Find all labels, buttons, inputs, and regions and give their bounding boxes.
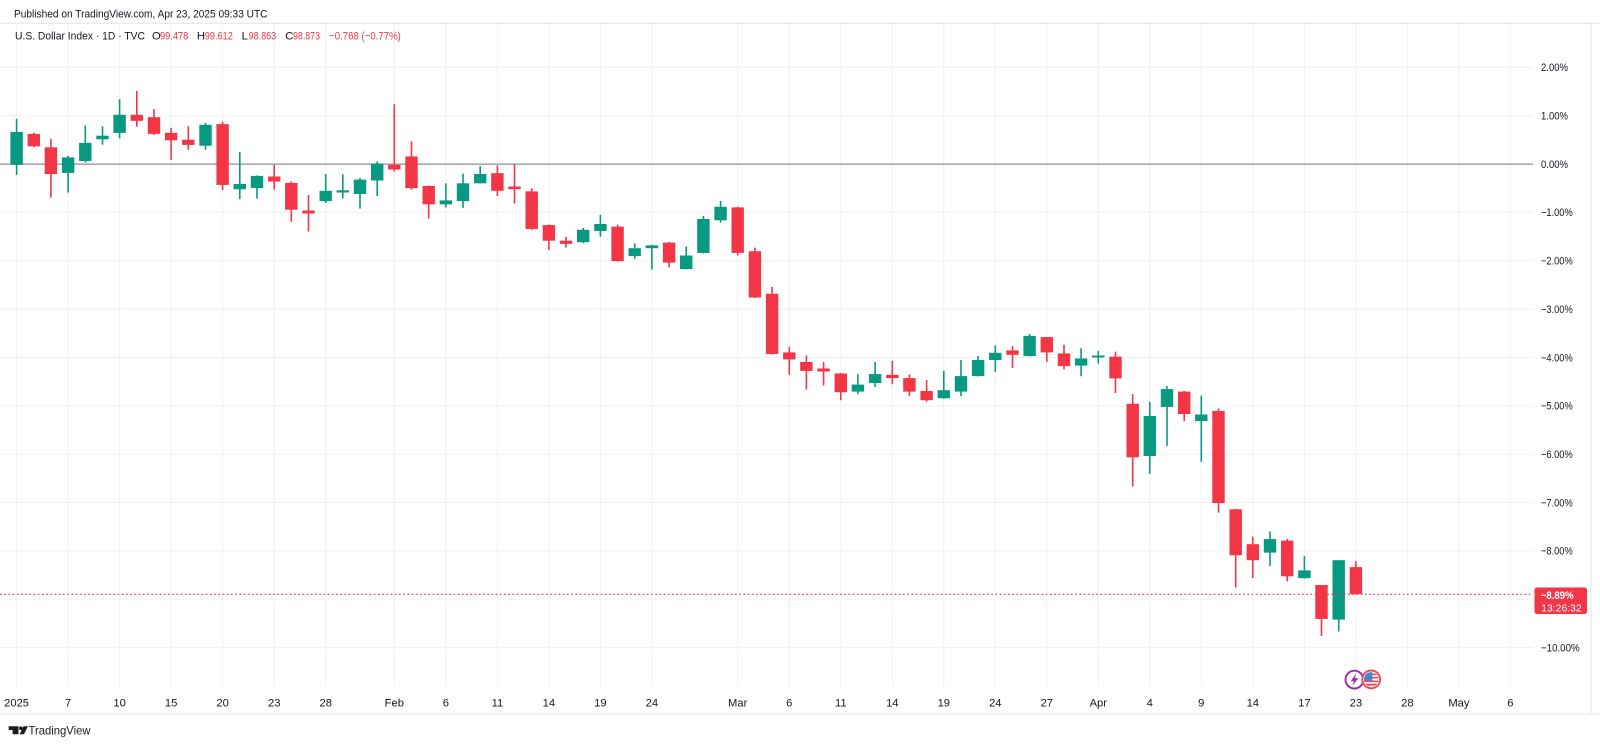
svg-text:19: 19	[594, 698, 606, 710]
svg-text:Feb: Feb	[385, 698, 404, 710]
svg-text:15: 15	[165, 698, 177, 710]
svg-text:−7.00%: −7.00%	[1541, 497, 1573, 509]
svg-text:−2.00%: −2.00%	[1541, 256, 1573, 268]
svg-text:−1.00%: −1.00%	[1541, 207, 1573, 219]
svg-text:−4.00%: −4.00%	[1541, 352, 1573, 364]
svg-text:28: 28	[1401, 698, 1413, 710]
svg-text:17: 17	[1298, 698, 1310, 710]
svg-text:98.863: 98.863	[249, 31, 277, 43]
svg-text:6: 6	[443, 698, 449, 710]
svg-text:14: 14	[1247, 698, 1259, 710]
svg-text:27: 27	[1041, 698, 1053, 710]
svg-text:L: L	[242, 31, 248, 43]
svg-text:−5.00%: −5.00%	[1541, 401, 1573, 413]
svg-text:28: 28	[319, 698, 331, 710]
svg-text:7: 7	[65, 698, 71, 710]
svg-text:−10.00%: −10.00%	[1541, 642, 1580, 654]
svg-text:11: 11	[492, 698, 504, 710]
svg-text:Published on TradingView.com,: Published on TradingView.com, Apr 23, 20…	[14, 8, 268, 20]
svg-text:C: C	[285, 31, 293, 43]
svg-text:0.00%: 0.00%	[1541, 159, 1568, 171]
svg-text:98.873: 98.873	[293, 31, 320, 43]
svg-text:−3.00%: −3.00%	[1541, 304, 1573, 316]
svg-text:19: 19	[938, 698, 950, 710]
svg-text:23: 23	[1350, 698, 1362, 710]
svg-text:11: 11	[835, 698, 847, 710]
svg-text:14: 14	[543, 698, 555, 710]
svg-text:99.612: 99.612	[205, 31, 233, 43]
svg-text:H: H	[197, 31, 205, 43]
svg-text:99.478: 99.478	[160, 31, 188, 43]
svg-text:−8.00%: −8.00%	[1541, 546, 1573, 558]
svg-text:U.S. Dollar Index · 1D · TVC: U.S. Dollar Index · 1D · TVC	[15, 31, 145, 43]
svg-text:9: 9	[1198, 698, 1204, 710]
svg-text:13:26:32: 13:26:32	[1541, 603, 1582, 614]
svg-text:−0.768 (−0.77%): −0.768 (−0.77%)	[329, 31, 401, 43]
svg-text:6: 6	[1507, 698, 1513, 710]
svg-text:4: 4	[1147, 698, 1153, 710]
svg-text:O: O	[152, 31, 161, 43]
svg-text:24: 24	[989, 698, 1001, 710]
svg-text:Apr: Apr	[1090, 698, 1108, 710]
svg-text:Mar: Mar	[728, 698, 748, 710]
svg-text:May: May	[1448, 698, 1470, 710]
svg-text:TradingView: TradingView	[29, 724, 91, 738]
svg-text:10: 10	[113, 698, 125, 710]
svg-text:2025: 2025	[4, 698, 29, 710]
svg-text:1.00%: 1.00%	[1541, 111, 1568, 123]
svg-text:−6.00%: −6.00%	[1541, 449, 1573, 461]
svg-text:2.00%: 2.00%	[1541, 62, 1568, 74]
svg-text:23: 23	[268, 698, 280, 710]
svg-text:14: 14	[886, 698, 898, 710]
svg-text:6: 6	[786, 698, 792, 710]
svg-text:24: 24	[646, 698, 658, 710]
svg-text:20: 20	[216, 698, 228, 710]
svg-text:−8.89%: −8.89%	[1541, 590, 1574, 602]
